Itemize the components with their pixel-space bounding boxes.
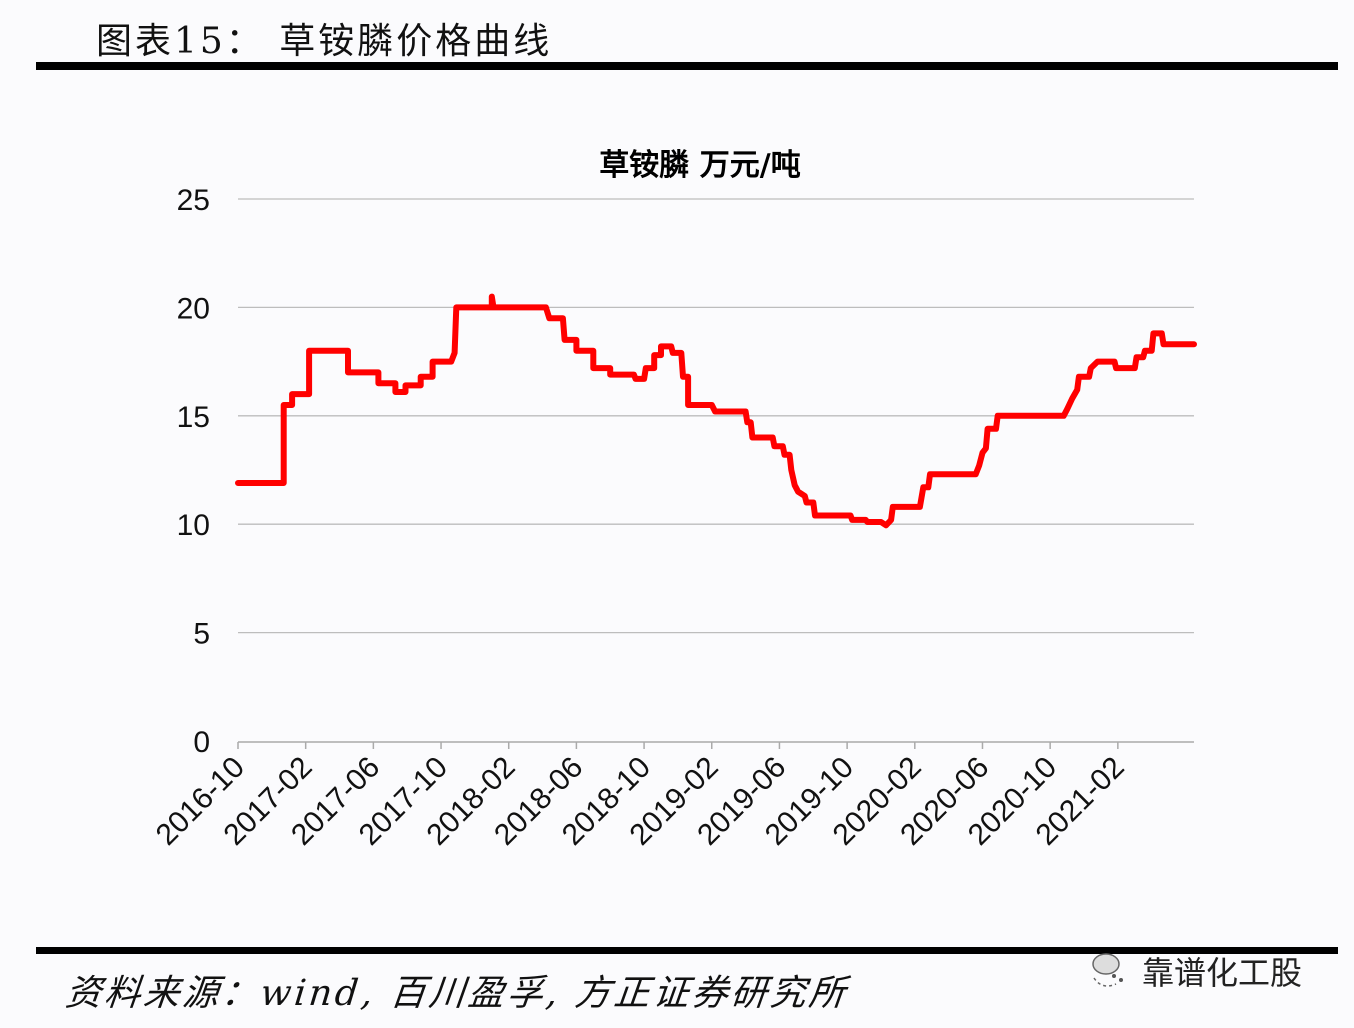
y-tick-label: 10: [177, 509, 210, 542]
figure-title: 图表15： 草铵膦价格曲线: [96, 21, 553, 62]
price-line: [235, 293, 1197, 529]
x-axis: 2016-102017-022017-062017-102018-022018-…: [150, 741, 1194, 852]
source-note: 资料来源：wind, 百川盈孚, 方正证券研究所: [63, 973, 851, 1014]
chart-title: 草铵膦 万元/吨: [599, 148, 800, 183]
y-tick-label: 15: [177, 401, 210, 434]
watermark: 靠谱化工股: [1088, 948, 1302, 994]
y-tick-label: 20: [177, 292, 210, 325]
top-rule: [36, 62, 1338, 70]
bottom-rule: [36, 947, 1338, 954]
wechat-logo-icon: [1092, 953, 1123, 987]
watermark-text: 靠谱化工股: [1142, 954, 1303, 992]
y-tick-label: 25: [177, 184, 210, 217]
y-axis: 0 5 10 15 20 25: [177, 184, 210, 759]
y-tick-label: 5: [193, 618, 210, 651]
y-tick-label: 0: [193, 726, 210, 759]
line-chart: 草铵膦 万元/吨 0 5 10 15 20 25 2016-102017-022017-0…: [150, 148, 1197, 852]
